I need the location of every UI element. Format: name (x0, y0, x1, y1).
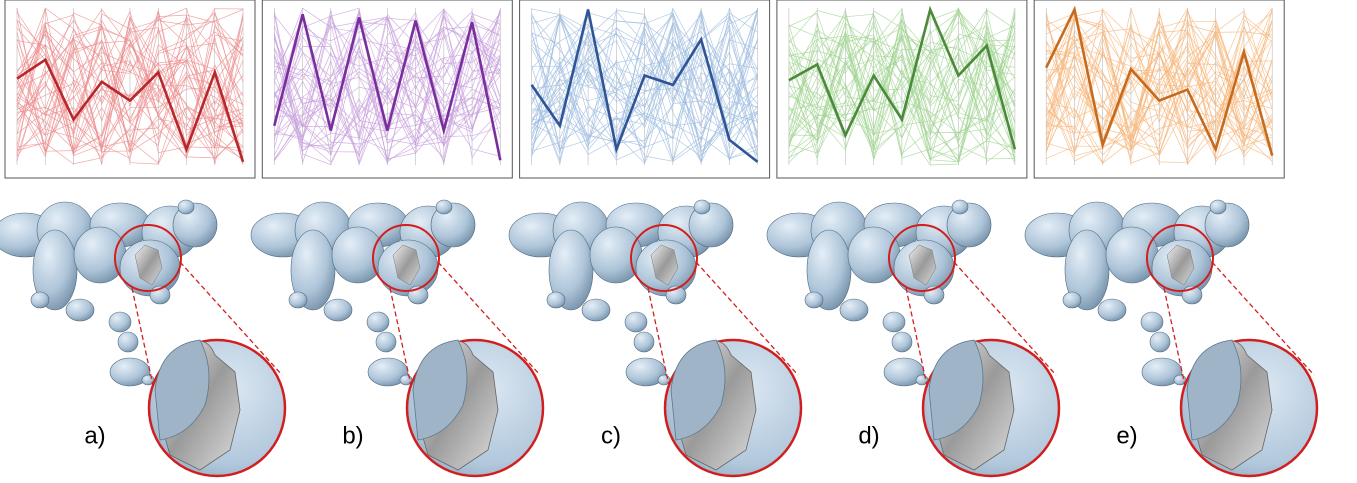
isosurface: a) (0, 200, 285, 476)
blob (109, 312, 131, 332)
blob (952, 200, 968, 214)
blob (1210, 200, 1226, 214)
blob (582, 299, 610, 321)
figure: a) b) c) d) e) (0, 0, 1357, 483)
blob (840, 299, 868, 321)
blob (367, 312, 389, 332)
isosurface: d) (767, 200, 1059, 476)
panel-label: a) (84, 422, 105, 449)
blob (590, 227, 642, 283)
blob (1150, 332, 1170, 352)
panel-label: c) (601, 422, 621, 449)
blob (324, 299, 352, 321)
isosurface: c) (509, 200, 801, 476)
blob (694, 200, 710, 214)
blob (1098, 299, 1126, 321)
panel-label: e) (1116, 422, 1137, 449)
panel-label: b) (342, 422, 363, 449)
blob (31, 292, 49, 308)
blob (74, 227, 126, 283)
blob (625, 312, 647, 332)
blob (634, 332, 654, 352)
isosurface: e) (1025, 200, 1317, 476)
blob (892, 332, 912, 352)
blob (436, 200, 452, 214)
blob (1106, 227, 1158, 283)
blob (547, 292, 565, 308)
blob (178, 200, 194, 214)
blob (1141, 312, 1163, 332)
isosurface: b) (251, 200, 543, 476)
blob (66, 299, 94, 321)
panel-label: d) (858, 422, 879, 449)
blob (376, 332, 396, 352)
blob (1063, 292, 1081, 308)
blob (805, 292, 823, 308)
blob (118, 332, 138, 352)
blob (289, 292, 307, 308)
blob (332, 227, 384, 283)
blob (883, 312, 905, 332)
blob (848, 227, 900, 283)
